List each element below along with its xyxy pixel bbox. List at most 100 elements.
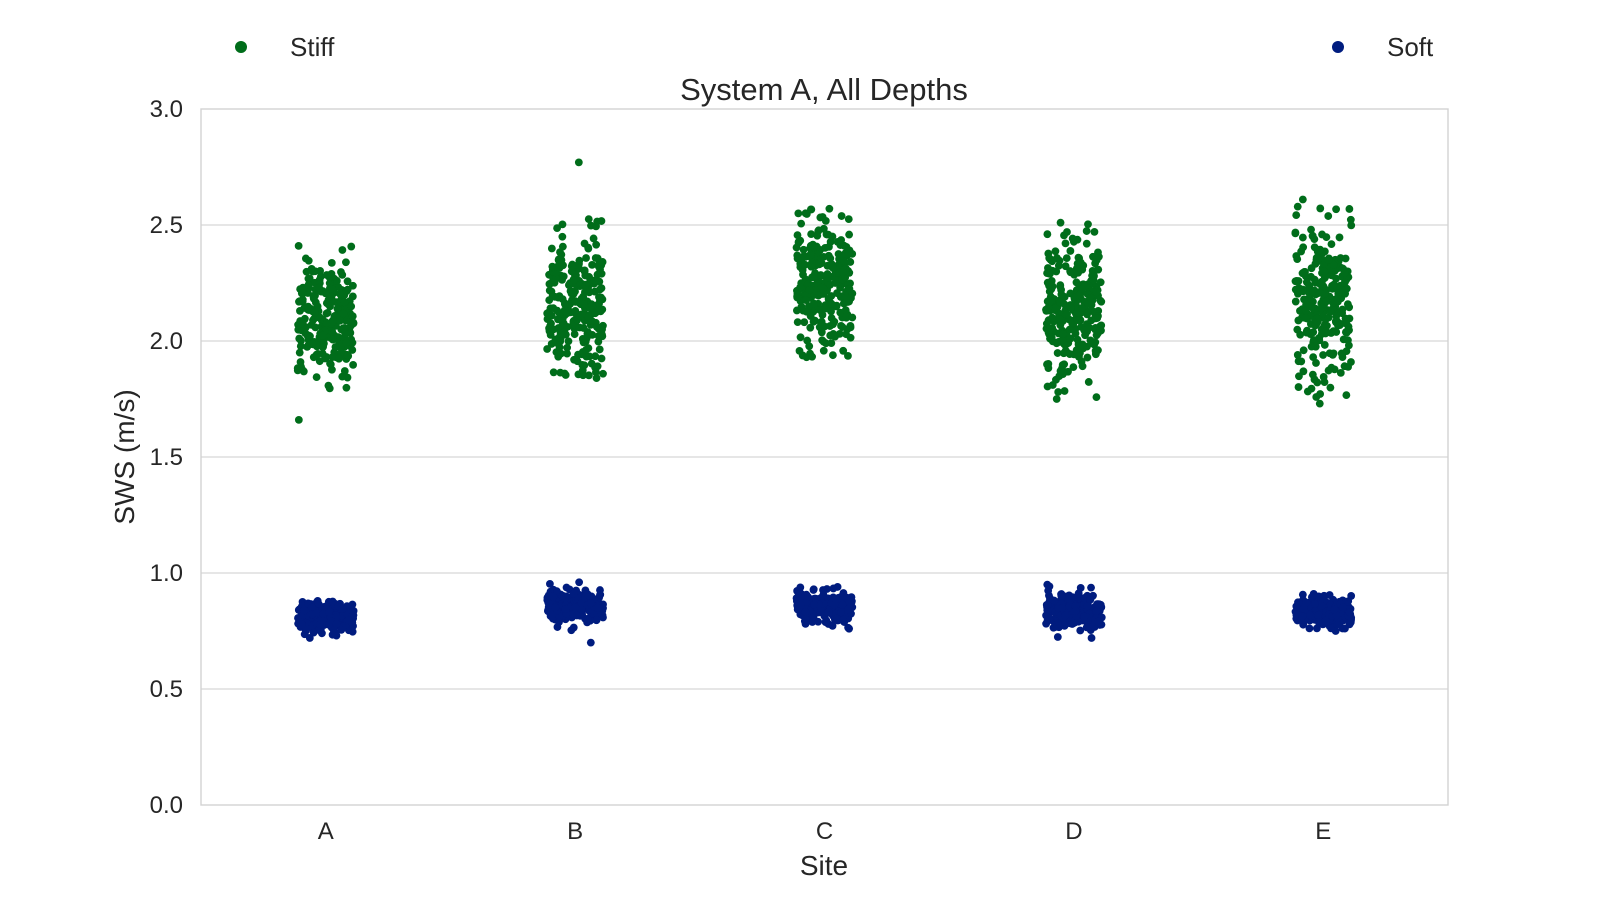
stiff-point-d-71 bbox=[1059, 349, 1068, 358]
stiff-point-e-159 bbox=[1294, 277, 1303, 285]
stiff-point-d-226 bbox=[1051, 304, 1060, 312]
stiff-point-e-101 bbox=[1312, 359, 1320, 367]
soft-point-a-228 bbox=[332, 619, 341, 628]
stiff-point-d-178 bbox=[1043, 382, 1052, 391]
stiff-point-d-247 bbox=[1045, 269, 1053, 278]
stiff-point-e-202 bbox=[1291, 297, 1300, 306]
soft-point-b-186 bbox=[558, 591, 567, 600]
stiff-point-e-244 bbox=[1295, 372, 1303, 381]
stiff-point-e-31 bbox=[1335, 233, 1344, 242]
stiff-point-e-238 bbox=[1309, 353, 1318, 362]
stiff-point-c-255 bbox=[805, 302, 813, 311]
soft-point-e-218 bbox=[1347, 592, 1356, 600]
stiff-point-d-230 bbox=[1066, 303, 1075, 312]
stiff-point-d-19 bbox=[1082, 227, 1091, 235]
stiff-point-c-211 bbox=[844, 249, 853, 258]
stiff-point-b-258 bbox=[546, 323, 555, 332]
stiff-point-b-78 bbox=[588, 261, 596, 269]
stiff-point-c-181 bbox=[817, 283, 826, 292]
soft-point-d-226 bbox=[1061, 611, 1070, 620]
stiff-point-a-224 bbox=[342, 339, 351, 347]
stiff-point-e-242 bbox=[1317, 277, 1326, 286]
stiff-point-b-251 bbox=[579, 292, 588, 301]
stiff-point-e-183 bbox=[1294, 316, 1303, 325]
soft-point-e-204 bbox=[1318, 602, 1326, 610]
stiff-point-a-201 bbox=[309, 292, 318, 300]
stiff-point-d-234 bbox=[1043, 360, 1051, 369]
stiff-point-b-226 bbox=[565, 281, 573, 289]
stiff-point-a-213 bbox=[322, 319, 331, 328]
stiff-point-b-188 bbox=[571, 307, 580, 315]
stiff-point-e-257 bbox=[1301, 306, 1310, 315]
stiff-point-c-228 bbox=[826, 280, 835, 289]
soft-point-e-193 bbox=[1310, 600, 1319, 608]
legend-soft-marker bbox=[1332, 41, 1344, 53]
soft-point-d-211 bbox=[1094, 600, 1103, 609]
stiff-point-e-161 bbox=[1307, 264, 1316, 273]
soft-point-a-204 bbox=[309, 628, 318, 637]
stiff-point-b-242 bbox=[585, 303, 594, 312]
stiff-point-d-103 bbox=[1082, 309, 1091, 317]
stiff-point-a-228 bbox=[336, 316, 344, 325]
stiff-point-c-232 bbox=[816, 306, 824, 314]
soft-point-e-229 bbox=[1330, 605, 1339, 614]
stiff-point-b-238 bbox=[582, 254, 590, 262]
soft-point-e-226 bbox=[1306, 611, 1314, 619]
stiff-point-e-171 bbox=[1332, 312, 1341, 320]
soft-point-d-220 bbox=[1071, 607, 1080, 615]
stiff-point-e-209 bbox=[1324, 212, 1333, 220]
stiff-point-a-100 bbox=[312, 373, 321, 381]
soft-point-d-174 bbox=[1053, 633, 1062, 641]
stiff-point-d-213 bbox=[1094, 265, 1103, 274]
stiff-point-a-195 bbox=[342, 383, 351, 392]
soft-point-d-130 bbox=[1057, 591, 1066, 600]
stiff-point-e-256 bbox=[1322, 233, 1331, 242]
legend-soft-label: Soft bbox=[1387, 32, 1434, 62]
stiff-point-e-163 bbox=[1342, 318, 1351, 326]
stiff-point-c-229 bbox=[839, 346, 848, 355]
stiff-point-a-217 bbox=[311, 267, 319, 276]
stiff-point-b-186 bbox=[561, 300, 569, 309]
soft-point-e-177 bbox=[1314, 611, 1323, 619]
chart-title: System A, All Depths bbox=[680, 72, 968, 107]
stiff-point-b-215 bbox=[594, 337, 603, 346]
stiff-point-e-248 bbox=[1332, 274, 1340, 283]
stiff-point-c-234 bbox=[798, 351, 807, 360]
stiff-point-e-11 bbox=[1292, 211, 1301, 220]
stiff-point-c-213 bbox=[796, 283, 805, 292]
stiff-point-b-247 bbox=[543, 345, 552, 353]
stiff-point-a-158 bbox=[304, 256, 313, 265]
stiff-point-b-227 bbox=[591, 363, 600, 372]
soft-point-e-206 bbox=[1321, 616, 1330, 625]
soft-point-c-162 bbox=[809, 612, 818, 621]
stiff-point-c-259 bbox=[846, 258, 855, 266]
stiff-point-b-255 bbox=[593, 217, 602, 226]
stiff-point-e-145 bbox=[1329, 327, 1338, 336]
stiff-point-a-239 bbox=[293, 364, 302, 372]
stiff-point-a-233 bbox=[297, 319, 305, 328]
stiff-point-d-256 bbox=[1056, 315, 1065, 324]
stiff-point-d-196 bbox=[1056, 321, 1065, 330]
soft-point-c-210 bbox=[831, 594, 840, 603]
soft-point-b-149 bbox=[596, 590, 605, 599]
legend-stiff: Stiff bbox=[235, 32, 335, 62]
stiff-point-e-154 bbox=[1316, 204, 1325, 213]
stiff-point-c-62 bbox=[806, 323, 815, 332]
stiff-point-c-152 bbox=[808, 352, 816, 361]
stiff-point-b-237 bbox=[594, 332, 603, 340]
stiff-point-c-205 bbox=[815, 260, 824, 268]
stiff-point-a-249 bbox=[310, 308, 319, 317]
stiff-point-e-148 bbox=[1309, 288, 1318, 296]
soft-point-e-169 bbox=[1305, 624, 1314, 633]
stiff-point-b-244 bbox=[594, 324, 603, 333]
stiff-point-e-246 bbox=[1298, 233, 1307, 242]
soft-point-b-204 bbox=[583, 615, 592, 623]
stiff-point-a-254 bbox=[308, 340, 317, 348]
soft-point-d-196 bbox=[1092, 607, 1101, 615]
stiff-point-d-121 bbox=[1084, 220, 1092, 229]
stiff-point-b-32 bbox=[595, 345, 604, 354]
soft-point-e-187 bbox=[1302, 598, 1311, 607]
soft-point-d-227 bbox=[1094, 617, 1102, 626]
soft-point-a-223 bbox=[300, 606, 308, 615]
soft-point-c-24 bbox=[829, 584, 838, 593]
